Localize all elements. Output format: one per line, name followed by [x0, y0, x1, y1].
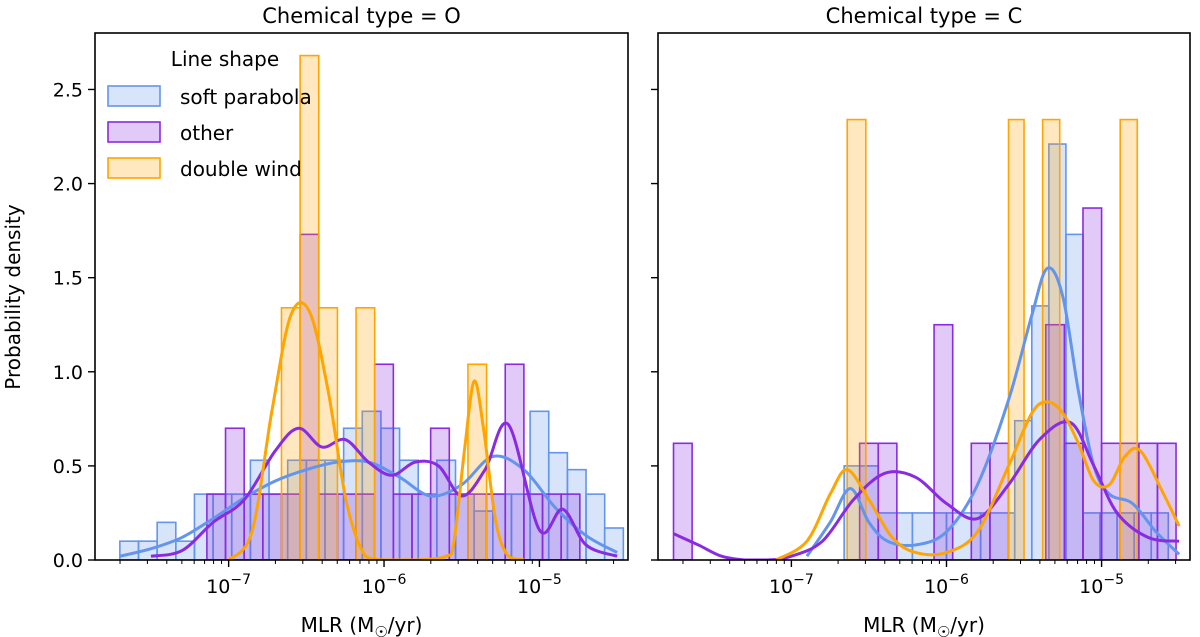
x-axis-label-unit: /yr): [388, 613, 423, 637]
hist-bar: [672, 442, 693, 560]
x-axis-label-sun-symbol: ☉: [937, 623, 950, 637]
plot-frame: [657, 32, 1191, 561]
hist-bar: [262, 493, 283, 560]
x-axis-label-text: MLR (M: [301, 613, 375, 637]
kde-double-wind-line: [227, 301, 525, 560]
legend-swatch-soft-parabola: [107, 85, 161, 107]
hist-bar: [224, 427, 245, 560]
legend: Line shape soft parabola other double wind: [107, 47, 312, 181]
legend-label: soft parabola: [180, 85, 312, 109]
hist-bar: [1063, 442, 1084, 560]
x-axis-label: MLR (M☉/yr): [301, 613, 423, 637]
panel-oxygen: Chemical type = O0.00.51.01.52.02.510−7 1…: [53, 4, 629, 637]
x-tick-exponent: −7: [793, 572, 814, 588]
hist-bar: [119, 540, 140, 560]
hist-double-wind: [846, 118, 1139, 560]
x-tick-label: 10−6: [924, 572, 969, 598]
x-axis-label: MLR (M☉/yr): [863, 613, 985, 637]
x-tick-exponent: −5: [1103, 572, 1124, 588]
kde-other-line: [672, 420, 1180, 560]
y-tick-label: 0.0: [53, 550, 83, 572]
x-tick-base: 10: [1079, 576, 1103, 598]
panel-title: Chemical type = O: [262, 4, 461, 28]
hist-bar: [1007, 118, 1025, 560]
x-tick-base: 10: [362, 576, 386, 598]
y-tick-label: 2.0: [53, 174, 83, 196]
x-tick-label: 10−5: [1079, 572, 1124, 598]
x-tick-label: 10−7: [769, 572, 814, 598]
y-axis-label: Probability density: [1, 204, 25, 390]
kde-double-wind-line: [775, 400, 1181, 560]
x-tick-base: 10: [206, 576, 230, 598]
legend-swatch-double-wind: [107, 157, 161, 179]
y-tick-label: 1.0: [53, 362, 83, 384]
y-tick-label: 2.5: [53, 79, 83, 101]
x-tick-exponent: −7: [230, 572, 251, 588]
y-tick-label: 1.5: [53, 268, 83, 290]
hist-bar: [355, 306, 376, 560]
x-tick-exponent: −6: [386, 572, 407, 588]
hist-bar: [523, 493, 544, 560]
hist-bar: [1119, 118, 1139, 560]
hist-bar: [392, 493, 413, 560]
hist-other: [672, 207, 1177, 560]
kde-soft-parabola-line: [805, 266, 1181, 558]
panel-title: Chemical type = C: [826, 4, 1023, 28]
legend-title: Line shape: [171, 47, 279, 71]
hist-other: [206, 233, 581, 560]
x-tick-label: 10−7: [206, 572, 251, 598]
hist-bar: [1041, 118, 1061, 560]
hist-bar: [411, 493, 432, 560]
hist-bar: [933, 323, 954, 560]
x-tick-label: 10−5: [517, 572, 562, 598]
x-tick-exponent: −6: [948, 572, 969, 588]
kde-other-line: [150, 421, 618, 558]
x-tick-base: 10: [517, 576, 541, 598]
hist-bar: [603, 527, 625, 560]
x-tick-base: 10: [769, 576, 793, 598]
hist-bar: [373, 363, 395, 560]
hist-bar: [299, 54, 320, 560]
x-tick-label: 10−6: [362, 572, 407, 598]
legend-label: double wind: [180, 157, 302, 181]
x-axis-label-sun-symbol: ☉: [374, 623, 387, 637]
x-axis-label-unit: /yr): [950, 613, 985, 637]
plot-frame: [94, 32, 629, 561]
hist-bar: [1082, 207, 1103, 560]
legend-swatch-other: [107, 121, 161, 143]
x-tick-exponent: −5: [541, 572, 562, 588]
legend-label: other: [180, 121, 234, 145]
x-tick-base: 10: [924, 576, 948, 598]
x-axis-label-text: MLR (M: [863, 613, 937, 637]
y-tick-label: 0.5: [53, 456, 83, 478]
